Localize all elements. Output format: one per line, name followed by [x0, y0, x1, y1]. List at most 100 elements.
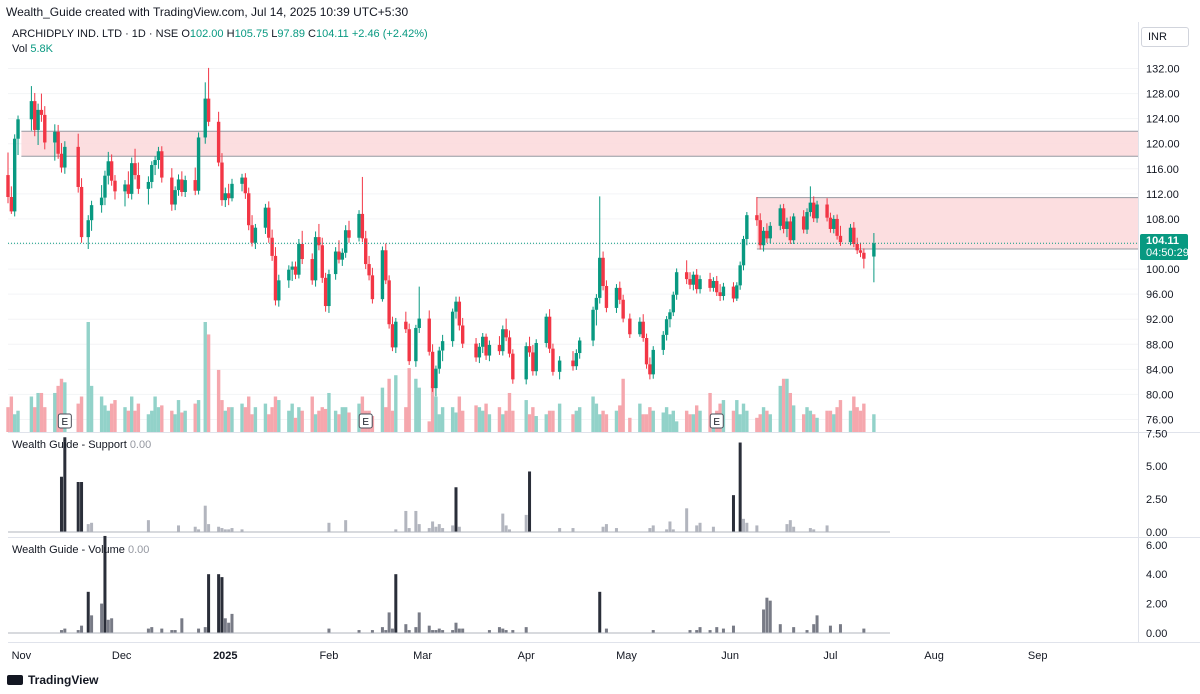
volume-bar	[761, 407, 766, 432]
volume-bar	[427, 421, 431, 432]
support-indicator-bar	[742, 518, 746, 532]
volume-bar	[457, 396, 462, 432]
candle-body	[230, 183, 234, 199]
volume-bar	[387, 378, 391, 432]
candle-body	[788, 221, 793, 241]
volume-bar	[574, 410, 579, 432]
candle-body	[9, 197, 14, 212]
tradingview-logo-text: TradingView	[28, 673, 99, 687]
volume-indicator-bar	[59, 630, 63, 633]
candle-body	[250, 225, 254, 243]
time-tick-label: Jul	[823, 650, 837, 662]
volume-indicator-bar	[86, 591, 90, 633]
volume-bar	[56, 385, 60, 432]
last-price-tag: 104.11 04:50:29	[1140, 234, 1189, 260]
candle-body	[327, 274, 331, 307]
volume-bar	[216, 369, 221, 432]
candle-body	[16, 119, 20, 139]
support-indicator-bar	[230, 528, 234, 532]
volume-bar	[103, 405, 107, 432]
volume-bar	[320, 407, 324, 432]
candle-body	[674, 272, 679, 295]
tradingview-logo[interactable]: TradingView	[7, 673, 98, 687]
candle-body	[688, 279, 692, 285]
indicator-tick-label: 6.00	[1146, 540, 1167, 552]
volume-bar	[801, 414, 806, 432]
volume-bar	[180, 412, 184, 432]
support-indicator-bar	[648, 528, 652, 532]
volume-indicator-legend[interactable]: Wealth Guide - Volume 0.00	[12, 544, 149, 556]
candle-body	[781, 208, 786, 229]
earnings-marker-label: E	[61, 417, 68, 428]
candle-body	[755, 215, 759, 221]
volume-bar	[825, 410, 829, 432]
high-label: H	[226, 28, 235, 40]
time-tick-label: 2025	[213, 650, 237, 662]
volume-indicator-bar	[768, 600, 772, 633]
volume-indicator-bar	[651, 630, 655, 633]
open-label: O	[181, 28, 190, 40]
candle-body	[367, 264, 371, 276]
support-indicator-bar	[193, 526, 197, 532]
volume-indicator-bar	[805, 630, 809, 633]
support-indicator-bar	[437, 524, 441, 532]
time-axis[interactable]: Nov Dec 2025 Feb Mar Apr May Jun Jul Aug Sep	[12, 650, 1048, 662]
support-indicator-bar	[812, 529, 816, 532]
volume-bar	[343, 407, 348, 432]
symbol-name[interactable]: ARCHIDPLY IND. LTD · 1D · NSE	[12, 28, 179, 40]
volume-bar	[150, 410, 154, 432]
indicator-tick-label: 4.00	[1146, 569, 1167, 581]
support-indicator-bar	[825, 525, 829, 532]
candle-body	[53, 131, 57, 143]
volume-bar	[170, 410, 174, 432]
low-label: L	[271, 28, 278, 40]
volume-bar	[778, 385, 782, 432]
currency-selector[interactable]: INR	[1141, 27, 1189, 47]
volume-indicator-bar	[220, 577, 224, 633]
volume-bar	[407, 368, 411, 432]
volume-bar	[594, 403, 599, 432]
support-indicator-bar	[711, 526, 715, 532]
volume-bar	[504, 410, 508, 432]
volume-indicator-bar	[504, 630, 508, 633]
candle-body	[671, 294, 675, 313]
volume-bar	[253, 407, 258, 432]
volume-bar	[63, 382, 67, 432]
volume-bar	[337, 414, 341, 432]
volume-bar	[758, 414, 762, 432]
volume-bar	[340, 407, 345, 432]
candle-body	[160, 151, 164, 178]
volume-bar	[524, 400, 528, 432]
candle-body	[247, 193, 251, 226]
support-indicator-bar	[731, 495, 735, 532]
volume-bar	[805, 407, 809, 432]
candle-body	[384, 250, 388, 281]
grid-lines	[8, 22, 1200, 643]
volume-indicator-bar	[207, 574, 211, 633]
volume-indicator-bar	[217, 574, 221, 633]
support-indicator-legend[interactable]: Wealth Guide - Support 0.00	[12, 439, 151, 451]
price-axis[interactable]: 132.00 128.00 124.00 120.00 116.00 112.00 108.…	[1146, 64, 1180, 640]
volume-bar	[460, 410, 465, 432]
candle-body	[106, 161, 110, 176]
candle-body	[484, 336, 488, 356]
price-tick-label: 96.00	[1146, 289, 1174, 301]
support-indicator-bar	[76, 482, 80, 532]
volume-bar	[203, 322, 207, 432]
candle-body	[360, 213, 365, 239]
volume-bar	[534, 416, 538, 432]
volume-bar	[497, 407, 502, 432]
volume-bar	[333, 410, 338, 432]
candle-body	[591, 309, 595, 341]
volume-bar	[206, 334, 211, 432]
volume-indicator-bar	[762, 609, 766, 633]
volume-bar	[474, 405, 478, 432]
candle-body	[661, 334, 665, 350]
volume-indicator-bar	[497, 627, 501, 633]
volume-indicator-bar	[431, 630, 435, 633]
volume-bar	[601, 410, 605, 432]
volume-bar	[641, 414, 645, 432]
candle-body	[778, 208, 782, 226]
